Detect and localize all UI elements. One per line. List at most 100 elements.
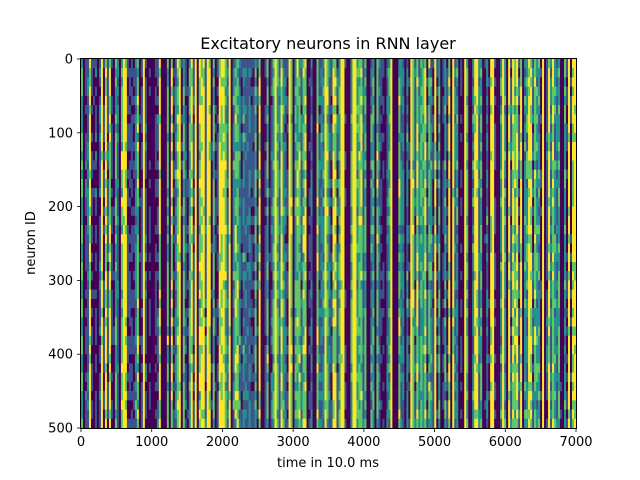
heatmap-cell <box>300 418 303 429</box>
heatmap-cell <box>304 215 307 226</box>
heatmap-cell <box>98 234 102 244</box>
heatmap-cell <box>258 123 261 134</box>
heatmap-cell <box>136 400 140 410</box>
heatmap-cell <box>81 335 84 346</box>
heatmap-cell <box>192 289 196 300</box>
heatmap-cell <box>208 400 211 410</box>
heatmap-cell <box>256 372 259 383</box>
heatmap-cell <box>250 298 253 309</box>
heatmap-cell <box>254 178 257 189</box>
heatmap-cell <box>278 326 281 336</box>
heatmap-cell <box>130 409 134 420</box>
heatmap-cell <box>154 252 158 263</box>
heatmap-cell <box>280 105 283 115</box>
heatmap-cell <box>302 197 305 207</box>
heatmap-cell <box>200 114 204 124</box>
heatmap-cell <box>83 400 86 410</box>
heatmap-cell <box>246 298 249 309</box>
heatmap-cell <box>128 68 132 78</box>
heatmap-cell <box>172 188 176 198</box>
heatmap-cell <box>218 261 221 272</box>
heatmap-cell <box>112 400 116 410</box>
heatmap-cell <box>88 114 92 124</box>
heatmap-cell <box>178 169 182 180</box>
heatmap-cell <box>226 123 229 134</box>
heatmap-cell <box>120 86 124 97</box>
heatmap-cell <box>326 178 329 189</box>
heatmap-cell <box>138 225 142 235</box>
heatmap-cell <box>84 354 88 364</box>
heatmap-cell <box>112 59 116 69</box>
heatmap-cell <box>114 289 118 300</box>
heatmap-cell <box>188 391 192 401</box>
heatmap-cell <box>128 317 132 327</box>
heatmap-cell <box>276 142 279 152</box>
heatmap-cell <box>180 142 184 152</box>
heatmap-cell <box>312 363 315 373</box>
heatmap-cell <box>262 298 265 309</box>
heatmap-cell <box>232 86 235 97</box>
heatmap-cell <box>220 335 223 346</box>
heatmap-cell <box>172 409 176 420</box>
heatmap-cell <box>256 160 259 170</box>
heatmap-cell <box>276 206 279 217</box>
heatmap-cell <box>308 169 311 180</box>
heatmap-cell <box>126 114 130 124</box>
heatmap-cell <box>224 160 227 170</box>
heatmap-cell <box>162 197 166 207</box>
heatmap-cell <box>276 132 279 143</box>
heatmap-cell <box>272 151 275 161</box>
heatmap-cell <box>142 344 146 355</box>
heatmap-cell <box>292 114 295 124</box>
heatmap-cell <box>182 391 186 401</box>
heatmap-cell <box>320 68 323 78</box>
heatmap-cell <box>262 234 265 244</box>
heatmap-cell <box>200 95 204 106</box>
heatmap-cell <box>314 132 317 143</box>
heatmap-cell <box>90 335 94 346</box>
heatmap-cell <box>272 197 275 207</box>
heatmap-cell <box>316 409 319 420</box>
heatmap-cell <box>190 234 194 244</box>
heatmap-cell <box>302 363 305 373</box>
heatmap-cell <box>248 197 251 207</box>
heatmap-cell <box>274 142 277 152</box>
heatmap-cell <box>210 234 213 244</box>
heatmap-cell <box>84 344 88 355</box>
heatmap-cell <box>204 400 207 410</box>
heatmap-cell <box>136 271 140 281</box>
heatmap-cell <box>174 335 178 346</box>
heatmap-cell <box>148 188 152 198</box>
heatmap-cell <box>92 77 96 87</box>
heatmap-cell <box>242 197 245 207</box>
heatmap-cell <box>116 372 120 383</box>
heatmap-cell <box>182 234 186 244</box>
heatmap-cell <box>226 197 229 207</box>
heatmap-cell <box>280 59 283 69</box>
heatmap-cell <box>120 68 124 78</box>
heatmap-cell <box>324 280 327 290</box>
heatmap-cell <box>192 280 196 290</box>
heatmap-cell <box>192 234 196 244</box>
heatmap-cell <box>308 188 311 198</box>
heatmap-cell <box>252 344 255 355</box>
heatmap-cell <box>142 114 146 124</box>
heatmap-cell <box>164 114 168 124</box>
heatmap-cell <box>88 363 92 373</box>
heatmap-cell <box>222 289 225 300</box>
heatmap-cell <box>316 206 319 217</box>
heatmap-cell <box>140 381 144 392</box>
heatmap-cell <box>216 151 219 161</box>
heatmap-cell <box>196 326 200 336</box>
heatmap-cell <box>224 298 227 309</box>
heatmap-cell <box>114 114 118 124</box>
heatmap-cell <box>236 188 239 198</box>
heatmap-cell <box>224 243 227 253</box>
heatmap-cell <box>144 215 148 226</box>
heatmap-cell <box>222 317 225 327</box>
heatmap-cell <box>266 418 269 429</box>
heatmap-cell <box>228 197 231 207</box>
heatmap-cell <box>106 344 110 355</box>
heatmap-cell <box>90 409 94 420</box>
heatmap-cell <box>258 197 261 207</box>
